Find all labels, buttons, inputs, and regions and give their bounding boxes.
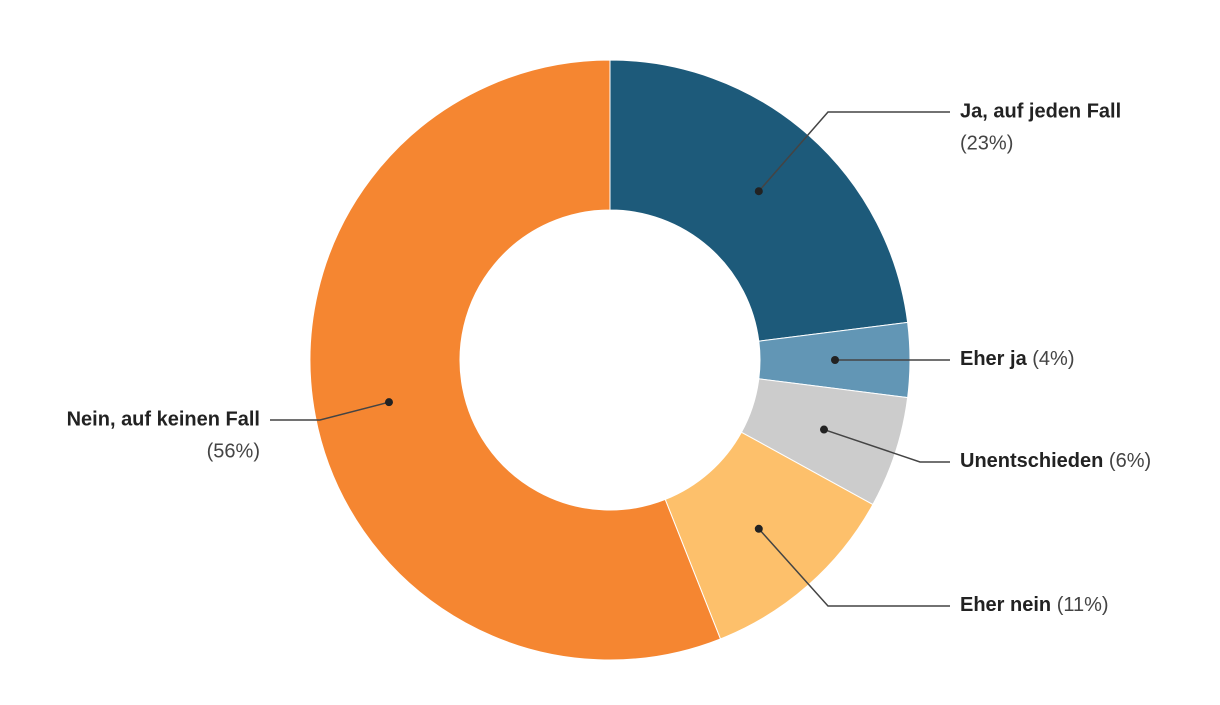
leader-line xyxy=(758,111,950,192)
slice-label: Ja, auf jeden Fall xyxy=(960,100,1121,122)
value-label: (11%) xyxy=(1057,594,1109,616)
value-label: (4%) xyxy=(1032,348,1074,370)
leader-line xyxy=(270,401,390,421)
slice-label: Unentschieden xyxy=(960,450,1103,472)
slice-label: Eher nein xyxy=(960,594,1051,616)
leader-dot xyxy=(384,398,393,407)
leader-line xyxy=(823,428,950,463)
value-label: (56%) xyxy=(207,440,260,462)
slice-label-group: Unentschieden (6%) xyxy=(960,450,1151,472)
leader-dot xyxy=(754,187,763,196)
slice-label-group: Eher nein (11%) xyxy=(960,594,1109,616)
slice-label-group: Eher ja (4%) xyxy=(960,348,1075,370)
value-label: (23%) xyxy=(960,132,1013,154)
slice-label: Eher ja xyxy=(960,348,1028,370)
leader-dot xyxy=(831,356,839,364)
slice-label: Nein, auf keinen Fall xyxy=(67,408,260,430)
value-label: (6%) xyxy=(1109,450,1151,472)
donut-slice xyxy=(609,59,909,342)
leader-dot xyxy=(819,425,828,434)
leader-dot xyxy=(754,524,763,533)
donut-slice xyxy=(309,59,722,661)
leader-line xyxy=(758,528,950,607)
